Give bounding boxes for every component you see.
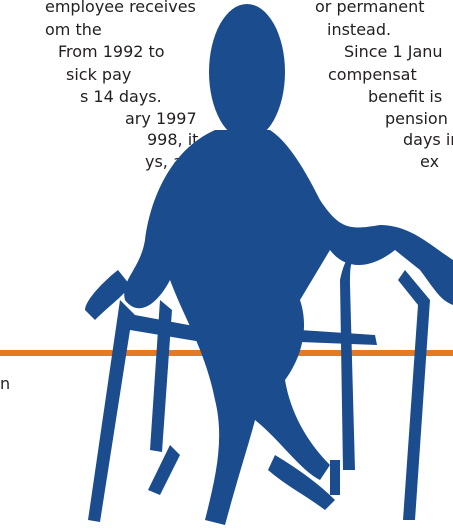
page: exdays inpensionbenefit iscompensatSince… [0, 0, 453, 531]
illustration [0, 0, 453, 531]
seated-figure [85, 4, 453, 525]
